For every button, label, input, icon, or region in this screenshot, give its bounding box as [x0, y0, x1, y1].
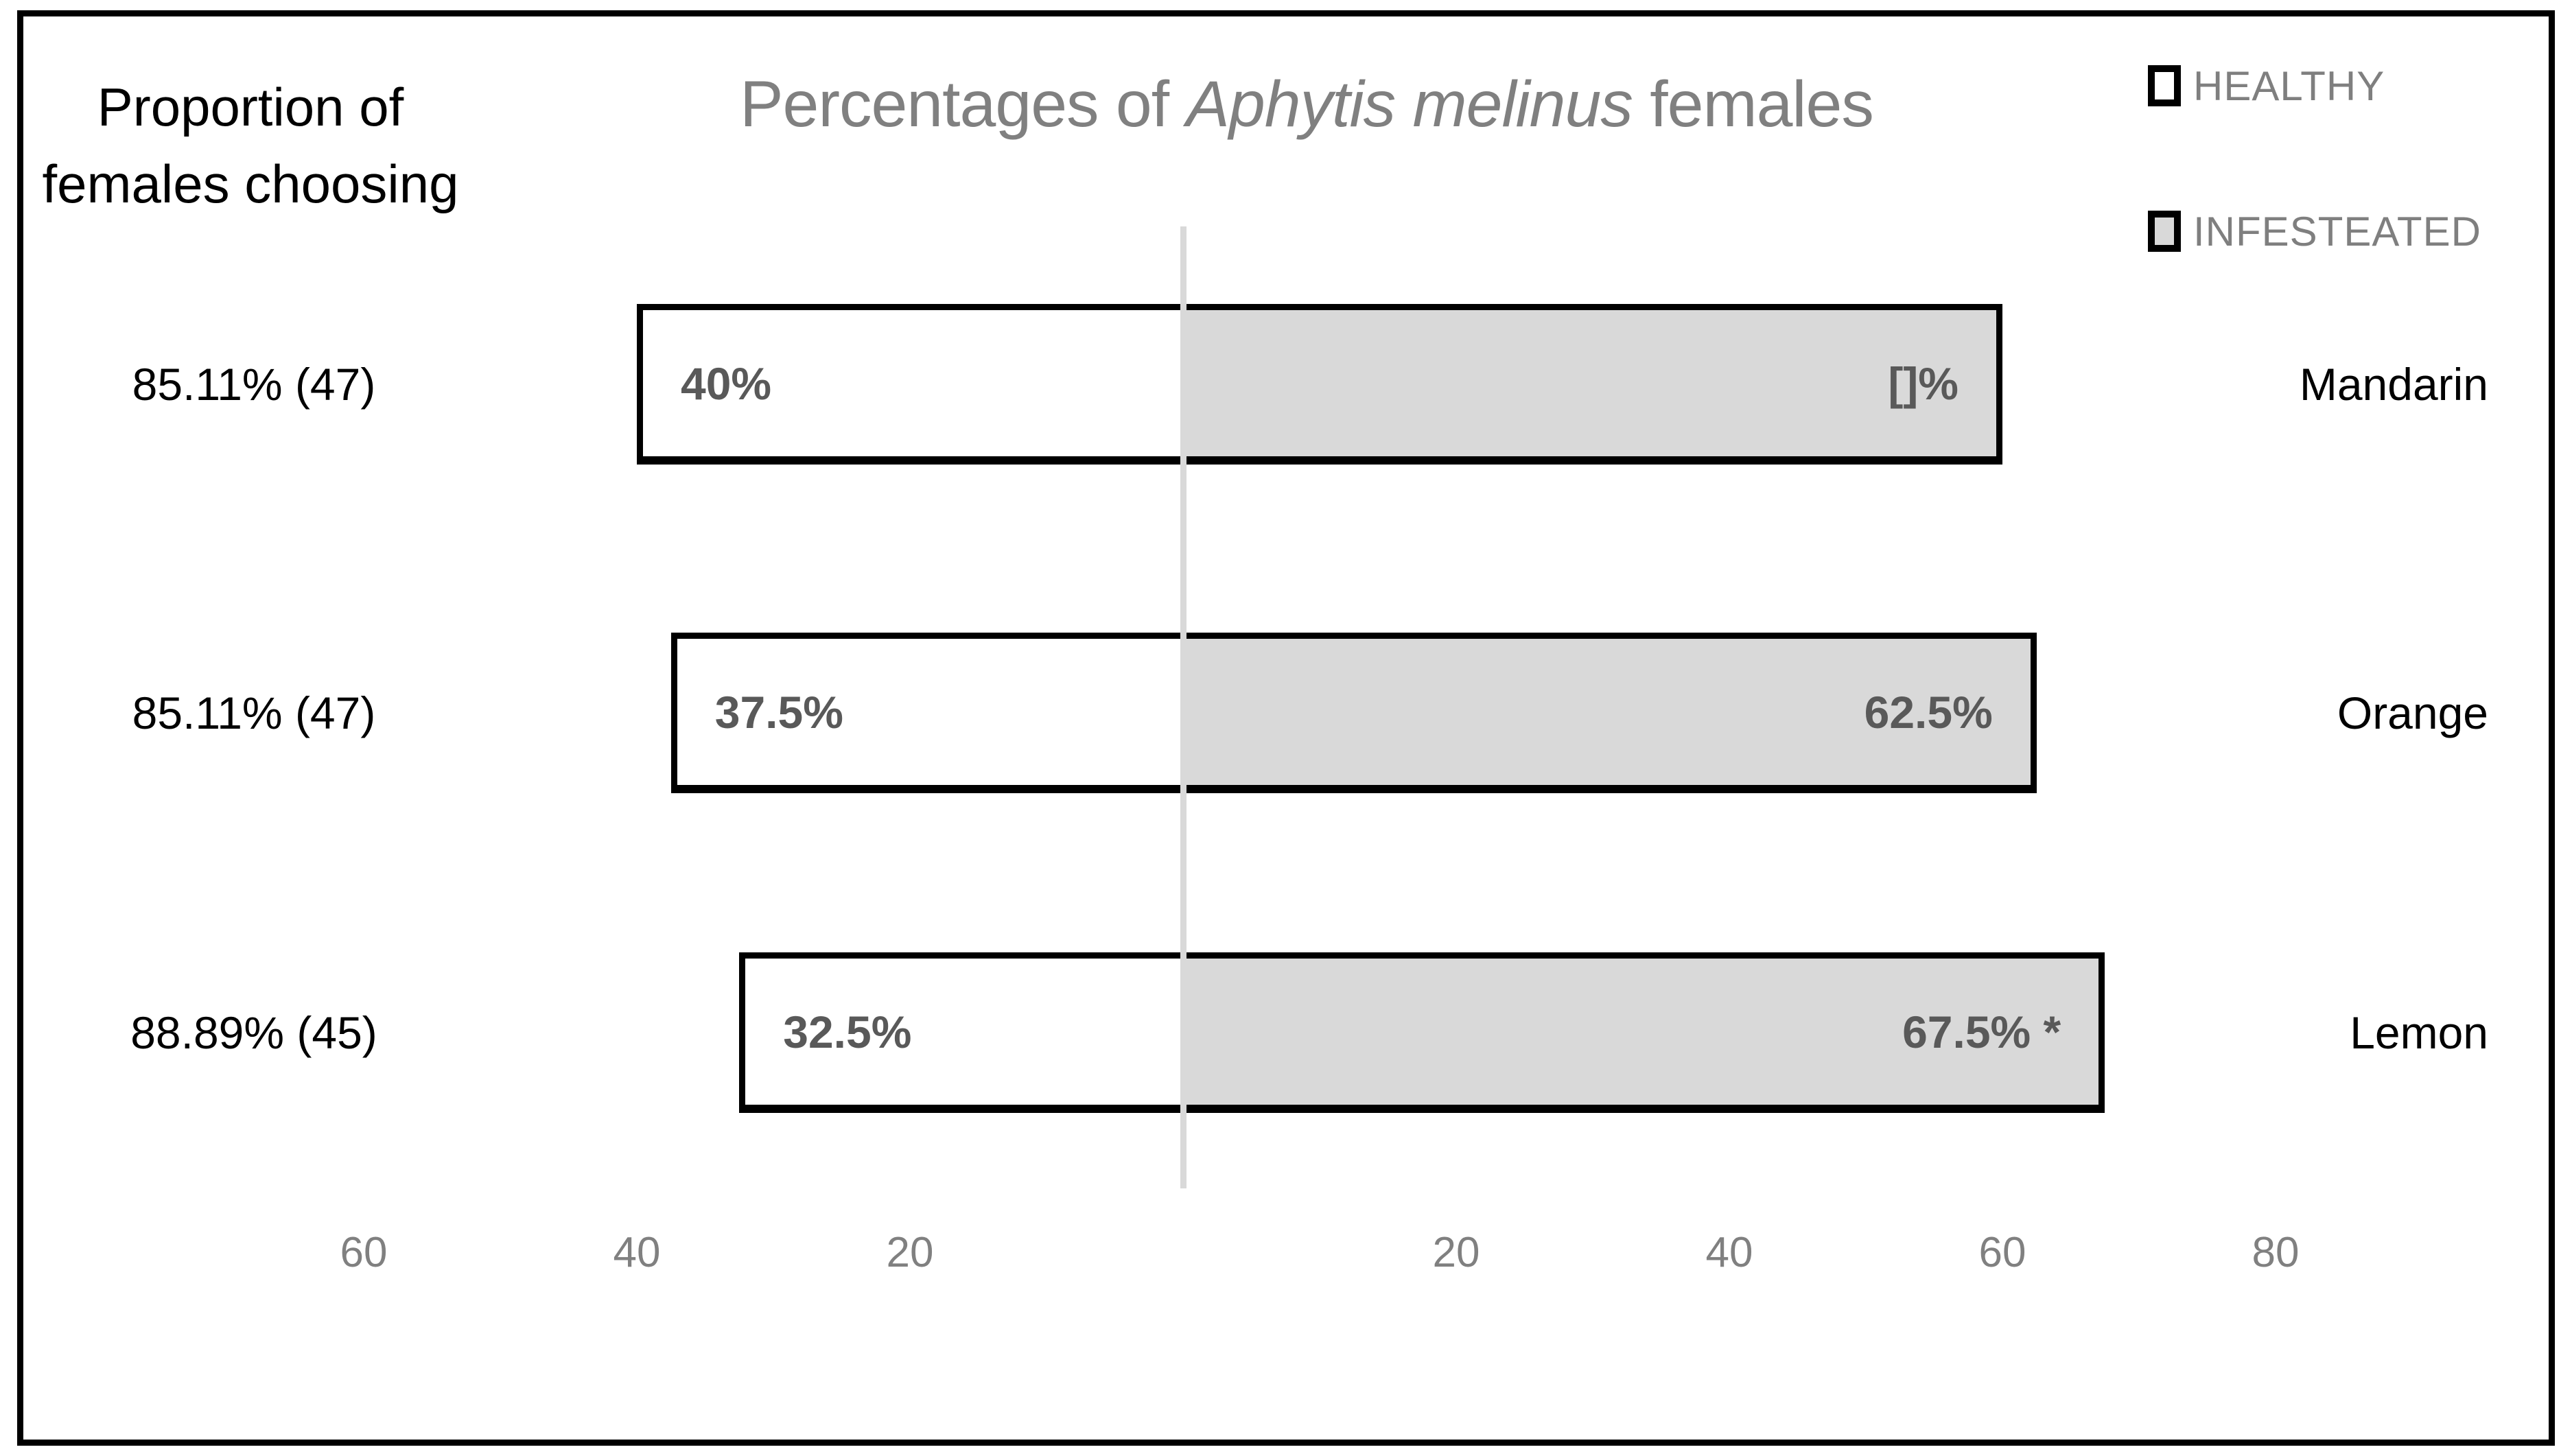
tick-label: 60	[340, 1229, 388, 1276]
legend-label-infested: INFESTEATED	[2193, 208, 2481, 255]
proportion-label: 88.89% (45)	[130, 1007, 377, 1058]
bar-value-label-healthy: 37.5%	[714, 686, 843, 738]
bar-row-orange: 85.11% (47) 37.5% 62.5% Orange	[0, 633, 2572, 793]
center-axis-line	[1180, 226, 1186, 1188]
bar-segment-infested: []%	[1183, 304, 2002, 465]
bar-segment-healthy: 40%	[637, 304, 1183, 465]
tick-label: 20	[886, 1229, 934, 1276]
bar-segment-healthy: 32.5%	[739, 952, 1183, 1113]
tick-label: 40	[613, 1229, 661, 1276]
chart-title-species: Aphytis melinus	[1186, 68, 1633, 141]
bar-value-label-healthy: 40%	[681, 357, 772, 409]
proportion-label: 85.11% (47)	[132, 688, 376, 738]
bar-segment-infested: 67.5% *	[1183, 952, 2105, 1113]
category-label: Lemon	[2350, 1007, 2488, 1058]
legend-label-healthy: HEALTHY	[2193, 62, 2385, 109]
tick-label: 20	[1432, 1229, 1480, 1276]
bar-value-label-healthy: 32.5%	[783, 1006, 912, 1057]
chart-title-prefix: Percentages of	[740, 68, 1186, 141]
tick-label: 80	[2252, 1229, 2300, 1276]
left-axis-title-line1: Proportion of	[97, 77, 404, 137]
legend-item-infested: INFESTEATED	[2148, 207, 2481, 255]
legend-swatch-healthy-icon	[2148, 65, 2181, 106]
tick-label: 40	[1705, 1229, 1753, 1276]
bar-row-mandarin: 85.11% (47) 40% []% Mandarin	[0, 304, 2572, 465]
proportion-label: 85.11% (47)	[132, 359, 376, 410]
tick-label: 60	[1978, 1229, 2026, 1276]
category-label: Orange	[2337, 688, 2488, 738]
bar-value-label-infested: []%	[1888, 357, 1959, 409]
chart-title: Percentages of Aphytis melinus females	[620, 67, 1993, 142]
bar-segment-infested: 62.5%	[1183, 633, 2037, 793]
legend-item-healthy: HEALTHY	[2148, 62, 2385, 110]
left-axis-title: Proportion of females choosing	[14, 69, 487, 222]
legend-swatch-infested-icon	[2148, 211, 2181, 252]
category-label: Mandarin	[2299, 359, 2488, 410]
bar-row-lemon: 88.89% (45) 32.5% 67.5% * Lemon	[0, 952, 2572, 1113]
left-axis-title-line2: females choosing	[42, 154, 459, 214]
bar-segment-healthy: 37.5%	[670, 633, 1183, 793]
bar-value-label-infested: 67.5% *	[1902, 1006, 2061, 1057]
chart-title-suffix: females	[1632, 68, 1874, 141]
x-axis-ticks: 60 40 20 20 40 60 80	[0, 1228, 2572, 1283]
bar-value-label-infested: 62.5%	[1864, 686, 1993, 738]
